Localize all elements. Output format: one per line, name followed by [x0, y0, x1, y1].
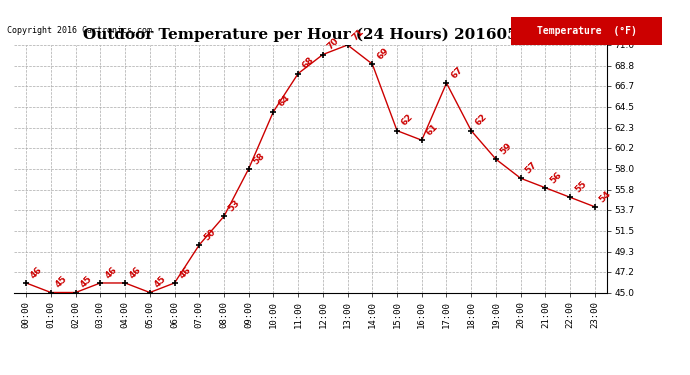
Text: 45: 45 — [79, 274, 94, 290]
Text: Copyright 2016 Cartronics.com: Copyright 2016 Cartronics.com — [7, 26, 152, 35]
Text: 46: 46 — [29, 265, 44, 280]
Text: 68: 68 — [301, 56, 316, 71]
Text: 46: 46 — [177, 265, 193, 280]
Text: 64: 64 — [276, 94, 291, 109]
Text: 71: 71 — [351, 27, 366, 42]
Text: 67: 67 — [449, 65, 464, 80]
Text: 70: 70 — [326, 36, 341, 52]
Text: 62: 62 — [400, 113, 415, 128]
Text: 57: 57 — [524, 160, 539, 176]
Text: 61: 61 — [424, 122, 440, 137]
Text: 54: 54 — [598, 189, 613, 204]
Text: 46: 46 — [128, 265, 143, 280]
Text: 45: 45 — [54, 274, 69, 290]
Text: 46: 46 — [103, 265, 119, 280]
Text: 50: 50 — [202, 227, 217, 242]
Text: 69: 69 — [375, 46, 391, 61]
Text: 55: 55 — [573, 179, 588, 195]
Text: Temperature  (°F): Temperature (°F) — [537, 26, 636, 36]
Title: Outdoor Temperature per Hour (24 Hours) 20160516: Outdoor Temperature per Hour (24 Hours) … — [83, 28, 538, 42]
Text: 53: 53 — [227, 198, 242, 214]
Text: 45: 45 — [152, 274, 168, 290]
Text: 59: 59 — [499, 141, 514, 156]
Text: 62: 62 — [474, 113, 489, 128]
Text: 58: 58 — [251, 151, 266, 166]
Text: 56: 56 — [548, 170, 563, 185]
